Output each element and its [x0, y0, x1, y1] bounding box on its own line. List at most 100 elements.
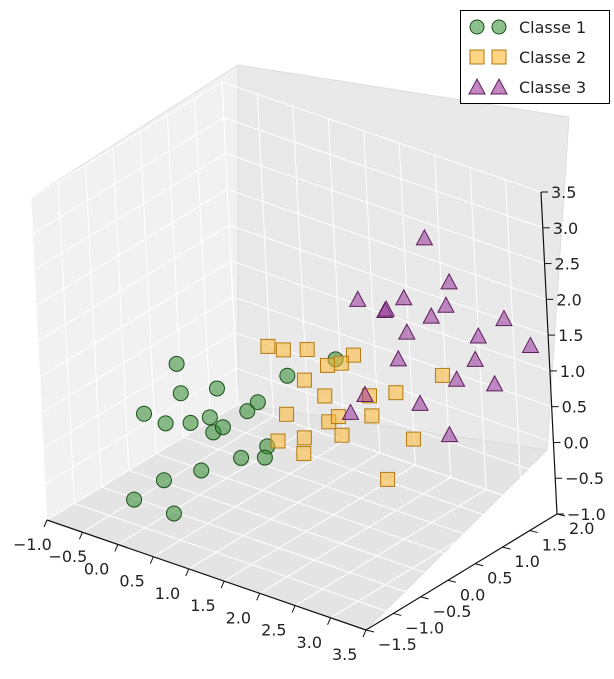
- legend-item-classe-3: Classe 3: [467, 73, 586, 101]
- data-point-classe-1: [155, 472, 172, 489]
- data-point-classe-1: [168, 355, 185, 372]
- data-point-classe-2: [279, 406, 295, 422]
- y-tick-label: 0.0: [460, 585, 485, 604]
- legend-item-classe-2: Classe 2: [467, 43, 586, 71]
- grid-line: [259, 476, 451, 594]
- grid-line: [225, 153, 545, 265]
- grid-line: [223, 117, 543, 229]
- x-tick-label: −0.5: [48, 547, 87, 566]
- data-point-classe-1: [256, 449, 273, 466]
- y-tick-mark: [529, 530, 538, 534]
- x-tick-label: 1.5: [190, 596, 215, 615]
- data-point-classe-2: [434, 367, 450, 383]
- x-tick-mark: [327, 617, 332, 625]
- z-tick-label: 1.5: [558, 326, 583, 345]
- x-tick-mark: [78, 532, 83, 540]
- x-tick-mark: [114, 544, 119, 552]
- grid-line: [363, 130, 381, 453]
- grid-line: [37, 224, 230, 342]
- grid-line: [166, 115, 184, 438]
- data-point-classe-3: [415, 228, 434, 246]
- data-point-classe-2: [317, 388, 333, 404]
- data-point-classe-1: [157, 415, 174, 432]
- grid-line: [39, 260, 232, 378]
- z-tick-label: 2.5: [555, 255, 580, 274]
- data-point-classe-3: [341, 403, 360, 420]
- data-point-classe-2: [320, 357, 336, 373]
- data-point-classe-3: [398, 323, 416, 340]
- data-point-classe-2: [296, 446, 312, 462]
- grid-line: [44, 367, 237, 485]
- y-tick-mark: [475, 563, 484, 567]
- x-tick-mark: [43, 519, 48, 528]
- data-point-classe-3: [422, 307, 441, 324]
- z-tick-label: 3.5: [551, 183, 576, 202]
- z-tick-label: 3.0: [553, 219, 578, 238]
- z-tick-label: 0.0: [563, 433, 588, 452]
- grid-line: [256, 94, 274, 417]
- data-point-classe-1: [249, 394, 266, 411]
- grid-line: [41, 296, 233, 414]
- data-point-classe-3: [377, 300, 395, 317]
- data-point-classe-3: [440, 272, 458, 290]
- legend-label: Classe 1: [519, 17, 587, 37]
- triangle-marker-icon: [468, 77, 508, 95]
- data-point-classe-2: [364, 408, 380, 424]
- y-tick-label: −1.0: [405, 618, 444, 637]
- data-point-classe-1: [208, 380, 225, 397]
- x-tick-label: 0.0: [84, 559, 109, 578]
- grid-line: [237, 403, 558, 515]
- x-axis-line: [46, 519, 367, 631]
- data-point-classe-3: [495, 309, 513, 327]
- legend-label: Classe 3: [519, 77, 587, 97]
- data-point-classe-3: [411, 394, 429, 411]
- pane-back: [237, 64, 570, 451]
- grid-line: [236, 367, 556, 479]
- x-tick-label: 0.5: [119, 572, 144, 591]
- data-point-classe-1: [239, 403, 256, 420]
- data-point-classe-3: [469, 326, 488, 344]
- grid-line: [505, 179, 523, 502]
- data-point-classe-1: [201, 409, 218, 426]
- data-point-classe-2: [330, 409, 346, 425]
- z-tick-label: 1.0: [560, 362, 585, 381]
- data-point-classe-1: [126, 491, 143, 508]
- grid-line: [128, 469, 449, 581]
- data-point-classe-3: [389, 349, 408, 367]
- data-point-classe-3: [440, 425, 459, 443]
- data-point-classe-3: [356, 385, 374, 402]
- z-tick-label: 2.0: [556, 290, 581, 309]
- grid-line: [30, 81, 223, 199]
- x-tick-label: 1.0: [155, 584, 180, 603]
- axes: [46, 191, 558, 631]
- grid-line: [112, 148, 130, 471]
- data-point-classe-3: [348, 290, 367, 307]
- data-point-classe-3: [521, 336, 540, 353]
- grid-line: [327, 118, 345, 441]
- grid-line: [32, 117, 225, 235]
- square-marker-icon: [469, 49, 507, 65]
- y-tick-mark: [420, 596, 429, 600]
- y-axis-line: [365, 513, 558, 631]
- grid-line: [188, 452, 381, 570]
- y-tick-label: −1.5: [378, 635, 417, 654]
- grid-line: [330, 501, 522, 619]
- data-point-classe-1: [182, 414, 199, 431]
- data-point-classe-2: [299, 342, 315, 358]
- z-tick-label: −0.5: [565, 469, 604, 488]
- grid-line: [85, 164, 103, 487]
- y-tick-label: −0.5: [433, 602, 472, 621]
- grid-line: [210, 420, 530, 532]
- grid-line: [74, 502, 394, 614]
- grid-line: [228, 224, 549, 336]
- data-point-classe-1: [165, 505, 182, 522]
- circle-marker-icon: [469, 19, 507, 35]
- data-point-classe-1: [193, 462, 210, 479]
- y-tick-label: 1.0: [514, 552, 539, 571]
- data-point-classe-2: [346, 347, 362, 363]
- data-point-classe-1: [233, 449, 250, 466]
- legend-label: Classe 2: [519, 47, 587, 67]
- z-tick-label: −1.0: [567, 505, 606, 524]
- data-point-classe-3: [394, 288, 413, 306]
